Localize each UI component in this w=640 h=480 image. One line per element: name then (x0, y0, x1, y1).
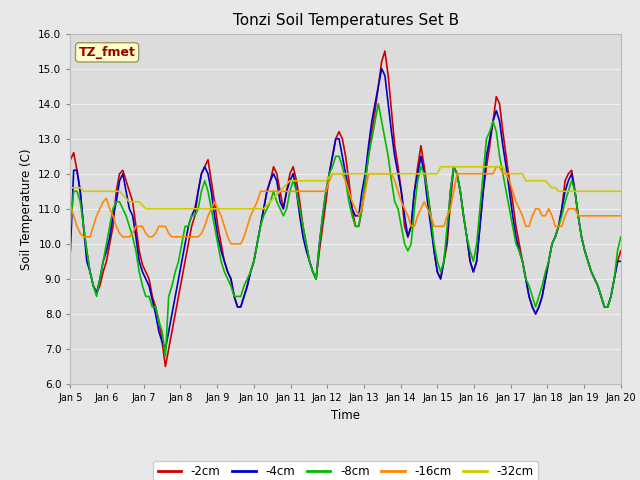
-4cm (161, 346, 169, 352)
-2cm (502, 154, 510, 159)
-16cm (227, 241, 235, 247)
Legend: -2cm, -4cm, -8cm, -16cm, -32cm: -2cm, -4cm, -8cm, -16cm, -32cm (153, 461, 538, 480)
-32cm (286, 178, 294, 184)
-16cm (492, 164, 500, 169)
-16cm (541, 213, 549, 219)
-4cm (502, 164, 510, 169)
-16cm (617, 213, 625, 219)
Title: Tonzi Soil Temperatures Set B: Tonzi Soil Temperatures Set B (232, 13, 459, 28)
-8cm (374, 101, 382, 107)
-8cm (161, 353, 169, 359)
-4cm (217, 248, 225, 254)
-8cm (617, 234, 625, 240)
-32cm (436, 164, 444, 169)
-2cm (512, 223, 520, 229)
-2cm (217, 241, 225, 247)
Line: -16cm: -16cm (70, 167, 621, 244)
-8cm (541, 269, 549, 275)
-2cm (541, 276, 549, 282)
-2cm (67, 157, 74, 163)
-16cm (502, 171, 510, 177)
-16cm (512, 199, 520, 204)
Line: -32cm: -32cm (70, 167, 621, 209)
Line: -2cm: -2cm (70, 51, 621, 367)
-8cm (597, 293, 605, 300)
-2cm (161, 364, 169, 370)
-16cm (67, 203, 74, 208)
-2cm (286, 171, 294, 177)
X-axis label: Time: Time (331, 408, 360, 421)
-4cm (597, 293, 605, 300)
-32cm (142, 206, 150, 212)
-16cm (214, 206, 221, 212)
-4cm (378, 66, 385, 72)
-32cm (502, 171, 510, 177)
-32cm (541, 178, 549, 184)
Line: -8cm: -8cm (70, 104, 621, 356)
-8cm (217, 258, 225, 264)
-2cm (381, 48, 388, 54)
-32cm (217, 206, 225, 212)
Y-axis label: Soil Temperature (C): Soil Temperature (C) (20, 148, 33, 270)
-16cm (597, 213, 605, 219)
-2cm (617, 248, 625, 254)
-32cm (67, 185, 74, 191)
-4cm (512, 234, 520, 240)
-8cm (286, 188, 294, 194)
-16cm (286, 188, 294, 194)
-2cm (597, 293, 605, 300)
Line: -4cm: -4cm (70, 69, 621, 349)
-8cm (67, 223, 74, 229)
-4cm (541, 276, 549, 282)
-8cm (512, 241, 520, 247)
-32cm (617, 188, 625, 194)
Text: TZ_fmet: TZ_fmet (79, 46, 136, 59)
-8cm (502, 188, 510, 194)
-32cm (512, 171, 520, 177)
-32cm (597, 188, 605, 194)
-4cm (67, 248, 74, 254)
-4cm (286, 178, 294, 184)
-4cm (617, 258, 625, 264)
